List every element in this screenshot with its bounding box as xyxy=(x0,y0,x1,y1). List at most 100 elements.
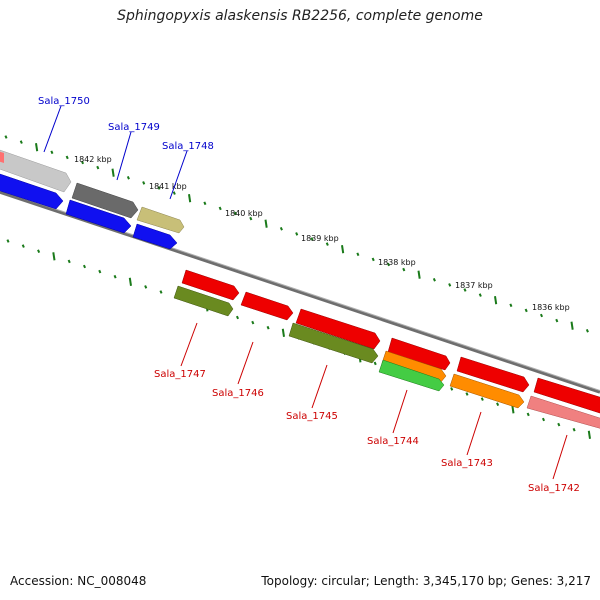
lower-tick xyxy=(52,252,56,261)
upper-tick xyxy=(65,155,69,160)
upper-tick xyxy=(249,216,253,221)
gene-label-sala-1750[interactable]: Sala_1750 xyxy=(38,96,90,107)
gene-arrow-red-tip xyxy=(0,151,4,163)
gene-label-sala-1747[interactable]: Sala_1747 xyxy=(154,369,206,380)
upper-tick xyxy=(463,288,467,292)
gene-row-upper-1 xyxy=(0,148,185,234)
upper-tick xyxy=(80,160,85,165)
lower-tick xyxy=(128,277,132,286)
leader-line-1749 xyxy=(116,131,132,181)
gene-arrow-red-1744[interactable] xyxy=(387,337,451,371)
lower-tick xyxy=(6,239,10,243)
upper-tick xyxy=(432,278,436,282)
accession-text: Accession: NC_008048 xyxy=(10,574,147,588)
upper-tick xyxy=(356,252,360,257)
gene-arrow-red-1745[interactable] xyxy=(295,308,381,350)
gene-label-sala-1744[interactable]: Sala_1744 xyxy=(367,436,419,447)
upper-tick xyxy=(19,140,23,144)
lower-tick xyxy=(572,427,576,432)
lower-tick xyxy=(541,417,546,422)
upper-tick xyxy=(402,267,406,272)
gene-arrow-olive-1745[interactable] xyxy=(288,322,379,364)
gene-arrow-dark-gray[interactable] xyxy=(71,182,139,219)
gene-arrow-red-1747[interactable] xyxy=(181,269,240,301)
upper-tick xyxy=(478,293,482,297)
upper-tick xyxy=(203,201,207,206)
gene-arrow-green-1744[interactable] xyxy=(378,359,445,392)
upper-tick xyxy=(233,211,238,216)
gene-row-lower-red xyxy=(181,269,600,415)
lower-tick xyxy=(465,392,469,396)
leader-line-1747 xyxy=(180,322,198,367)
kbp-label-1837: 1837 kbp xyxy=(455,281,493,290)
upper-tick xyxy=(126,176,130,180)
upper-tick xyxy=(555,318,559,323)
gene-arrow-orange-1743[interactable] xyxy=(449,373,525,409)
gene-label-sala-1749[interactable]: Sala_1749 xyxy=(108,122,160,133)
leader-line-1742 xyxy=(552,434,568,480)
leader-line-1743 xyxy=(466,411,482,456)
map-title: Sphingopyxis alaskensis RB2256, complete… xyxy=(117,8,483,24)
upper-tick xyxy=(35,143,39,152)
leader-line-1750 xyxy=(43,105,62,153)
lower-tick xyxy=(526,412,530,417)
gene-arrow-blue-1749[interactable] xyxy=(65,199,132,234)
kbp-label-1838: 1838 kbp xyxy=(378,258,416,267)
upper-tick xyxy=(417,270,421,279)
gene-arrow-red-1742[interactable] xyxy=(533,377,600,415)
gene-arrow-light-gray[interactable] xyxy=(0,148,72,193)
gene-label-sala-1742[interactable]: Sala_1742 xyxy=(528,483,580,494)
lower-tick xyxy=(587,430,591,439)
lower-tick xyxy=(235,315,240,320)
upper-tick xyxy=(172,191,176,195)
gene-arrow-blue-1748[interactable] xyxy=(132,223,178,250)
lower-tick xyxy=(251,320,255,325)
gene-arrow-pink-1742[interactable] xyxy=(526,395,600,430)
upper-tick xyxy=(4,135,8,139)
upper-tick xyxy=(570,321,574,330)
gene-label-sala-1745[interactable]: Sala_1745 xyxy=(286,411,338,422)
kbp-label-1836: 1836 kbp xyxy=(532,303,570,312)
upper-tick xyxy=(50,150,54,155)
kbp-label-1840: 1840 kbp xyxy=(225,209,263,218)
gene-row-upper-2 xyxy=(0,172,178,250)
lower-tick xyxy=(373,361,377,366)
upper-tick xyxy=(188,194,192,203)
gene-arrow-blue-1750[interactable] xyxy=(0,172,64,210)
lower-tick xyxy=(37,249,41,253)
kbp-label-1842: 1842 kbp xyxy=(74,155,112,164)
gene-arrow-khaki[interactable] xyxy=(136,206,185,234)
upper-tick xyxy=(524,308,528,313)
upper-tick xyxy=(341,245,345,254)
kbp-label-1839: 1839 kbp xyxy=(301,234,339,243)
lower-tick xyxy=(480,397,484,401)
gene-label-sala-1743[interactable]: Sala_1743 xyxy=(441,458,493,469)
lower-tick xyxy=(144,285,148,289)
upper-tick xyxy=(494,296,498,305)
upper-tick xyxy=(539,313,544,318)
gene-label-sala-1748[interactable]: Sala_1748 xyxy=(162,141,214,152)
upper-tick xyxy=(264,219,268,228)
lower-tick xyxy=(511,405,515,414)
gene-arrow-red-1746[interactable] xyxy=(240,291,294,321)
upper-tick xyxy=(157,186,161,190)
lower-tick xyxy=(557,422,561,427)
lower-tick xyxy=(159,290,163,294)
leader-line-1748 xyxy=(169,150,188,200)
gene-arrow-olive-1747[interactable] xyxy=(173,285,234,317)
leader-line-1744 xyxy=(392,389,408,434)
upper-tick xyxy=(509,303,513,308)
lower-tick xyxy=(496,402,500,406)
lower-tick xyxy=(281,328,285,337)
upper-tick xyxy=(371,257,375,262)
kbp-label-1841: 1841 kbp xyxy=(149,182,187,191)
lower-tick xyxy=(113,274,117,279)
gene-arrow-red-1743[interactable] xyxy=(456,356,530,393)
lower-tick xyxy=(82,264,87,269)
leader-line-1745 xyxy=(311,364,328,409)
upper-tick xyxy=(111,168,115,177)
lower-tick xyxy=(67,259,71,264)
gene-label-sala-1746[interactable]: Sala_1746 xyxy=(212,388,264,399)
gene-row-lower-second xyxy=(173,285,600,430)
